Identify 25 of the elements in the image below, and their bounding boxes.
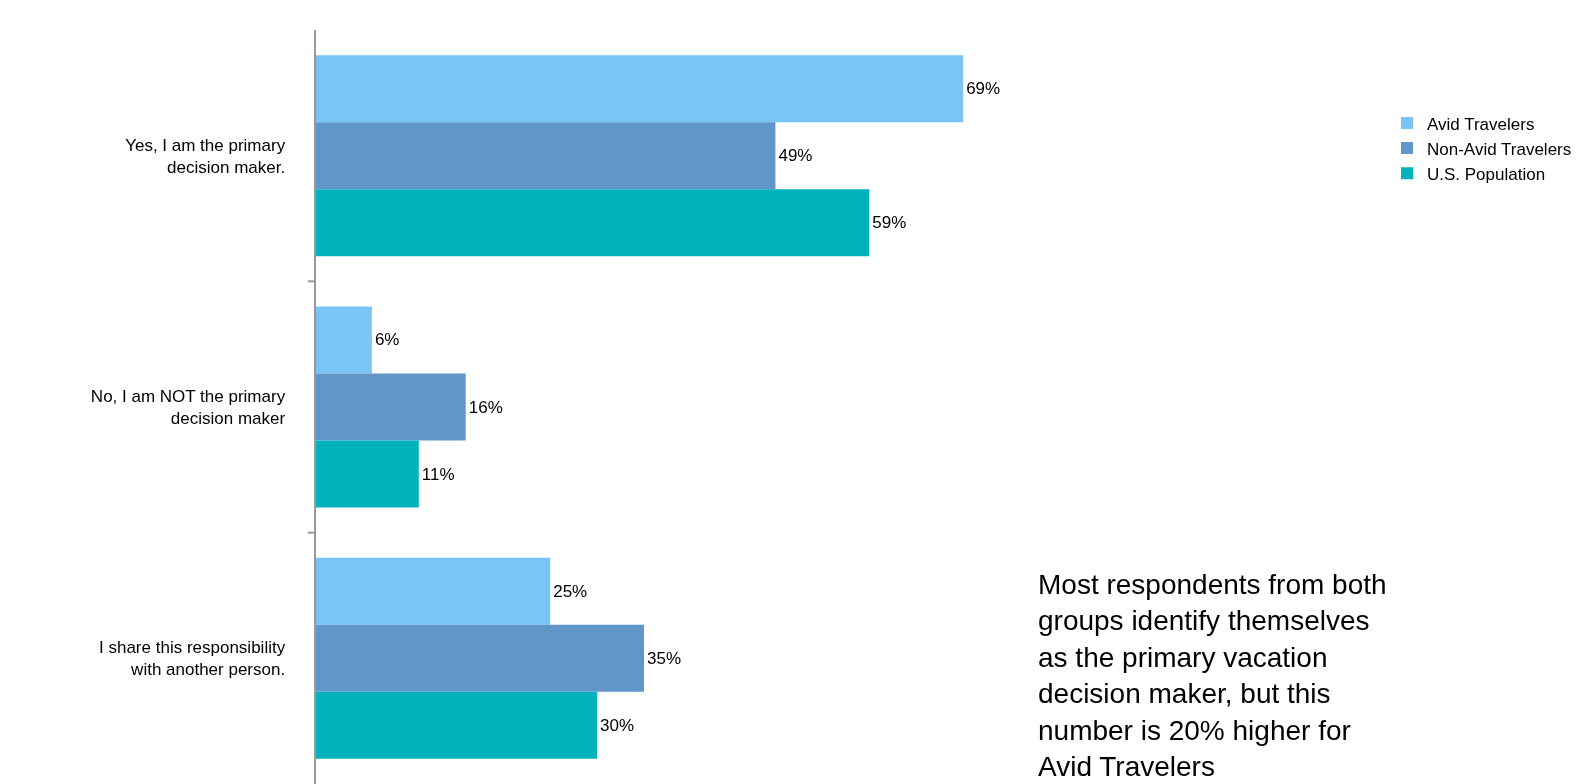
data-label: 25% <box>553 581 588 601</box>
text: Most respondents from both groups identify themselves as the primary vacation decision maker, but this number is 20% higher for Avid Travelers <box>1038 569 1387 782</box>
bar <box>315 189 870 257</box>
bar <box>315 624 645 692</box>
bar <box>315 122 776 190</box>
bar <box>315 691 598 759</box>
data-label: 49% <box>778 146 813 166</box>
bar <box>315 373 466 441</box>
data-label: 30% <box>600 715 635 735</box>
bar <box>315 306 372 374</box>
data-label: 6% <box>374 330 400 350</box>
data-label: 59% <box>872 213 907 233</box>
bar <box>315 55 964 123</box>
y-tick-label: No, I am NOT the primary decision maker <box>90 386 286 428</box>
legend-label: Non-Avid Travelers <box>1427 139 1572 159</box>
y-tick-label: I share this responsibility with another person. <box>99 638 286 680</box>
data-label: 35% <box>647 648 682 668</box>
bar <box>315 557 551 625</box>
legend-label: Avid Travelers <box>1427 114 1535 134</box>
data-label: 69% <box>966 79 1001 99</box>
data-label: 11% <box>421 464 455 484</box>
bar <box>315 440 419 508</box>
y-tick-label: Yes, I am the primary decision maker. <box>125 135 286 177</box>
legend-label: U.S. Population <box>1427 164 1546 184</box>
data-label: 16% <box>468 397 503 417</box>
